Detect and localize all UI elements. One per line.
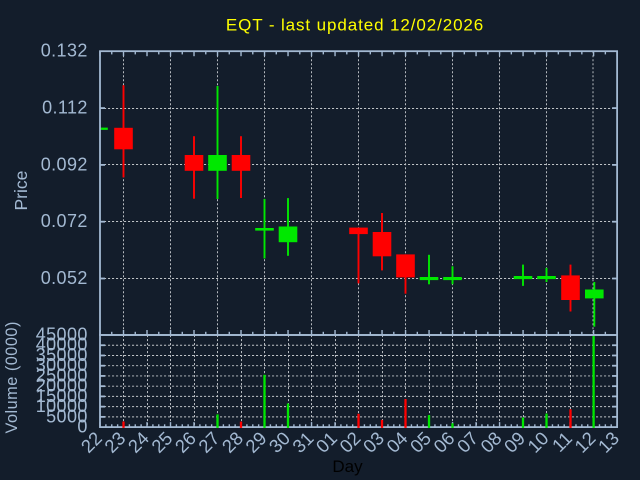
svg-text:0.112: 0.112 <box>42 98 88 118</box>
svg-text:0.092: 0.092 <box>41 154 88 174</box>
svg-text:30000: 30000 <box>36 355 88 375</box>
svg-text:40000: 40000 <box>36 335 88 355</box>
svg-text:45000: 45000 <box>36 324 88 344</box>
svg-text:0.052: 0.052 <box>41 268 88 288</box>
svg-text:5000: 5000 <box>46 406 88 426</box>
svg-text:25000: 25000 <box>36 365 88 385</box>
svg-text:0.132: 0.132 <box>41 41 88 61</box>
svg-text:10000: 10000 <box>36 396 88 416</box>
svg-text:20000: 20000 <box>36 376 88 396</box>
svg-text:35000: 35000 <box>36 345 88 365</box>
svg-text:Price: Price <box>11 171 31 211</box>
svg-text:0.072: 0.072 <box>41 211 88 231</box>
svg-text:Day: Day <box>332 457 363 476</box>
svg-text:0: 0 <box>77 417 87 437</box>
svg-text:EQT - last updated 12/02/2026: EQT - last updated 12/02/2026 <box>226 16 484 35</box>
svg-text:Volume (0000): Volume (0000) <box>3 321 21 433</box>
svg-text:15000: 15000 <box>36 386 88 406</box>
